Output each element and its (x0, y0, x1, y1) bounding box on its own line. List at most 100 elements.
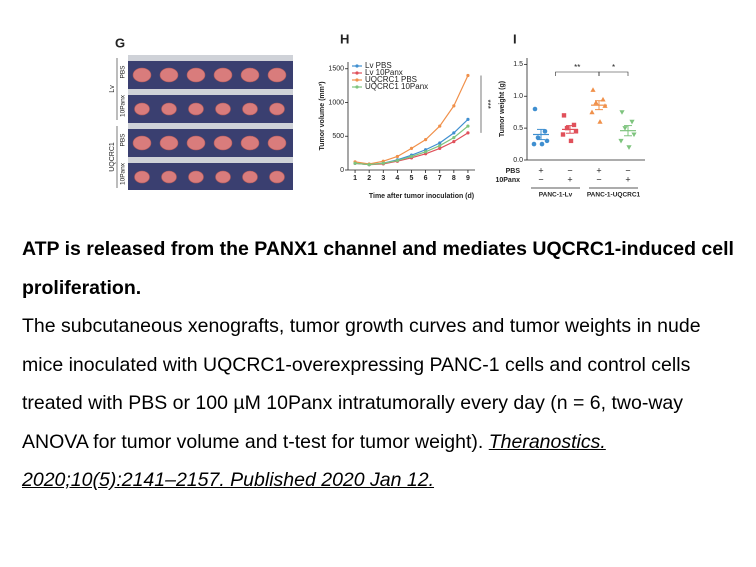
dot (531, 141, 537, 147)
y-axis-label: Tumor volume (mm³) (319, 81, 326, 150)
pbs-sign: + (538, 165, 543, 175)
point (452, 131, 456, 135)
ruler (128, 123, 293, 129)
tumor (186, 135, 206, 151)
treatment-label: PBS (120, 133, 127, 147)
caption-body: The subcutaneous xenografts, tumor growt… (22, 315, 701, 453)
legend-marker (355, 78, 359, 82)
group-label: UQCRC1 (109, 142, 116, 172)
legend-marker (355, 64, 359, 68)
point (466, 124, 470, 128)
x-tick-label: 1 (353, 175, 357, 182)
dot (568, 138, 574, 144)
dot (564, 125, 570, 131)
ruler (128, 157, 293, 163)
point (395, 158, 399, 163)
group-label: PANC-1-Lv (539, 192, 573, 199)
tumor (240, 67, 260, 83)
point (395, 154, 399, 159)
annotation: *** (483, 100, 492, 109)
tumor (213, 135, 233, 151)
point (424, 138, 428, 142)
dot (535, 135, 541, 140)
dot (618, 138, 624, 144)
tumor (242, 170, 258, 184)
pbs-sign: − (567, 165, 572, 175)
treatment-label: 10Panx (120, 162, 127, 185)
tumor (161, 170, 177, 184)
dot (561, 113, 567, 118)
tumor (215, 102, 231, 116)
point (438, 144, 442, 148)
point (409, 154, 414, 159)
point (353, 161, 357, 165)
y-tick-label: 1000 (328, 99, 344, 106)
point (409, 146, 414, 150)
panel-label: G (115, 35, 125, 50)
tumor (134, 170, 150, 184)
sig-bracket (598, 71, 629, 76)
sig-bracket (555, 71, 600, 76)
tumor (134, 102, 150, 116)
dot (542, 129, 548, 134)
tumor (215, 170, 231, 184)
dot (619, 110, 625, 115)
tumor (188, 170, 204, 184)
ruler (128, 89, 293, 95)
ruler (128, 55, 293, 61)
legend-marker (355, 71, 359, 75)
row-label: PBS (506, 168, 521, 175)
dot (593, 100, 599, 105)
dot (560, 132, 566, 137)
panel-label: I (513, 31, 517, 46)
caption: ATP is released from the PANX1 channel a… (22, 230, 742, 500)
y-tick-label: 0.5 (513, 125, 523, 132)
point (367, 163, 371, 167)
tumor (159, 135, 179, 151)
legend-label: UQCRC1 PBS (365, 75, 417, 84)
point (452, 104, 456, 108)
y-tick-label: 500 (332, 133, 344, 140)
x-tick-label: 6 (424, 175, 428, 182)
x-tick-label: 2 (367, 175, 371, 182)
tumor (161, 102, 177, 116)
dot (626, 145, 632, 150)
tumor (269, 102, 285, 116)
group-label: Lv (109, 85, 116, 93)
dot (544, 138, 550, 144)
citation[interactable]: Theranostics. 2020;10(5):2141–2157. Publ… (22, 430, 606, 492)
y-tick-label: 1.5 (513, 61, 523, 68)
x-tick-label: 4 (395, 175, 399, 182)
point (438, 146, 442, 150)
point (424, 150, 428, 154)
x-tick-label: 8 (452, 175, 456, 182)
caption-title: ATP is released from the PANX1 channel a… (22, 238, 734, 299)
pbs-sign: − (625, 165, 630, 175)
dot (589, 109, 595, 115)
x-tick-label: 7 (438, 175, 442, 182)
y-axis-label: Tumor weight (g) (499, 81, 506, 137)
tumor (213, 67, 233, 83)
row-label: 10Panx (495, 177, 520, 184)
tumor (242, 102, 258, 116)
dot (597, 119, 603, 124)
tumor (188, 102, 204, 116)
dot (539, 141, 545, 147)
dot (631, 132, 637, 138)
panx-sign: + (625, 174, 630, 184)
x-tick-label: 5 (410, 175, 414, 182)
panx-sign: + (567, 174, 572, 184)
tumor (132, 67, 152, 83)
x-tick-label: 9 (466, 175, 470, 182)
tumor (267, 67, 287, 83)
panel-label: H (340, 31, 349, 46)
dot (573, 129, 579, 134)
treatment-label: PBS (120, 65, 127, 79)
tumor (186, 67, 206, 83)
point (466, 117, 470, 121)
group-label: PANC-1-UQCRC1 (587, 192, 641, 199)
legend-label: Lv 10Panx (365, 68, 403, 77)
dot (622, 126, 628, 131)
